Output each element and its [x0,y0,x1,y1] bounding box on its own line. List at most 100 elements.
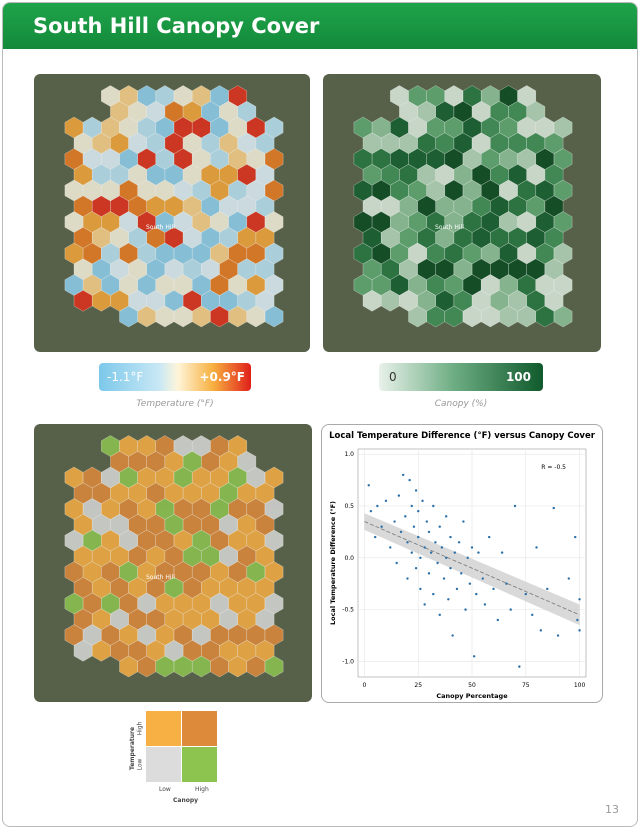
x-axis-label: Canopy Percentage [436,692,508,700]
y-tick-label: 1.0 [344,451,354,458]
x-tick-label: 25 [414,682,422,689]
point [470,546,474,549]
point [453,551,456,554]
point [438,525,441,528]
axis-title: Canopy [173,797,199,804]
point [427,572,431,575]
point [429,551,433,554]
x-tick-label: 50 [468,682,476,689]
chart: Local Temperature Difference (°F) versus… [329,431,596,700]
point [524,592,527,596]
place-label: South Hill [146,574,175,581]
point [488,535,491,539]
hex-cell [553,305,573,328]
legend-cell [146,747,181,782]
point [451,634,454,637]
hex-cell [264,305,284,328]
point [369,509,373,513]
point [425,520,429,523]
temperature-map: South Hill [34,74,310,352]
chart-title: Local Temperature Difference (°F) versus… [329,431,596,441]
place-label: South Hill [146,224,175,231]
point [483,603,487,606]
y-axis-label: Local Temperature Difference (°F) [329,501,337,625]
point [423,546,426,549]
point [567,577,570,580]
point [410,551,413,554]
point [513,504,517,508]
page-number: 13 [605,803,619,816]
point [481,577,484,580]
point [574,535,577,539]
point [374,535,377,539]
annotation: R = -0.5 [541,464,566,471]
place-label: South Hill [435,224,464,231]
trend-line [364,521,580,616]
point [380,525,383,528]
axis-label: High [136,721,144,736]
point [389,546,392,549]
legend-cell [182,711,217,746]
axis-label: Low [159,786,171,793]
point [376,504,379,508]
point [457,541,461,544]
point [440,546,444,549]
point [417,535,420,539]
point [475,592,478,596]
y-tick-label: 0.5 [344,503,354,510]
point [546,587,549,591]
point [539,629,543,632]
point [462,520,465,523]
point [468,582,472,585]
point [531,613,534,617]
point [393,520,396,523]
point [496,618,500,622]
bivariate-map: South Hill [34,424,312,702]
point [406,541,409,544]
point [578,598,581,601]
point [464,608,467,611]
point [421,499,424,503]
point [535,546,538,549]
point [438,613,441,617]
legend-high: +0.9°F [199,370,245,384]
point [419,556,422,560]
point [460,572,463,575]
legend-caption: Canopy (%) [434,399,488,409]
point [395,561,398,565]
x-tick-label: 0 [363,682,367,689]
point [444,515,448,518]
point [397,494,401,497]
header: South Hill Canopy Cover [3,3,637,49]
point [477,551,480,554]
axis-label: Low [136,758,144,771]
point [367,484,370,487]
legend-cell [182,747,217,782]
point [505,582,508,585]
legend-low: 0 [389,370,397,384]
y-tick-label: -1.0 [342,658,354,665]
point [492,587,495,591]
point [449,535,452,539]
confidence-band [364,513,580,626]
hex-cell [264,655,284,678]
point [414,489,418,492]
axis-title: Temperature [129,726,137,771]
point [552,506,555,510]
legend-low: -1.1°F [107,370,144,384]
point [436,561,439,565]
point [419,587,422,591]
point [423,603,426,606]
y-tick-label: 0.0 [344,555,354,562]
canopy-map: South Hill [323,74,601,352]
point [455,587,459,591]
x-tick-label: 100 [574,682,586,689]
point [434,541,437,544]
point [518,665,521,668]
canopy-legend: 0 100 [379,363,543,391]
point [412,525,416,528]
point [404,515,407,518]
point [578,629,581,632]
title: South Hill Canopy Cover [33,14,320,38]
